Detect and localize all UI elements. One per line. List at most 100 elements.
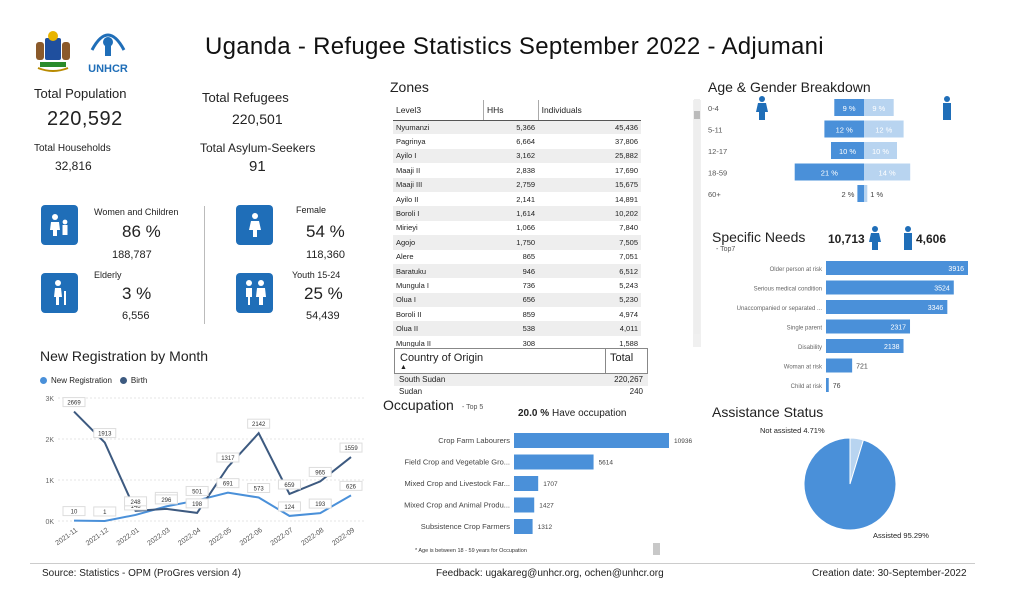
zone-hhs-cell: 656 bbox=[483, 292, 539, 308]
zones-row[interactable]: Mungula I 736 5,243 bbox=[393, 278, 641, 292]
occupation-category-label: Subsistence Crop Farmers bbox=[421, 522, 510, 531]
zones-row[interactable]: Nyumanzi 5,366 45,436 bbox=[393, 120, 641, 135]
occupation-have-pct: 20.0 % bbox=[518, 408, 550, 419]
zones-row[interactable]: Olua I 656 5,230 bbox=[393, 292, 641, 308]
total-refugees-label: Total Refugees bbox=[202, 90, 289, 105]
zones-header-hhs[interactable]: HHs bbox=[482, 100, 539, 121]
legend-birth-label: Birth bbox=[130, 376, 148, 385]
male-age-label: 14 % bbox=[879, 169, 896, 178]
zones-row[interactable]: Maaji II 2,838 17,690 bbox=[393, 163, 641, 177]
country-origin-row[interactable]: South Sudan 220,267 bbox=[394, 374, 648, 386]
women-children-label: Women and Children bbox=[94, 207, 179, 217]
female-figure-icon bbox=[756, 96, 768, 125]
country-origin-header-total[interactable]: Total bbox=[605, 349, 647, 373]
zones-row[interactable]: Mungula II 308 1,588 bbox=[393, 336, 641, 347]
country-origin-row[interactable]: Sudan 240 bbox=[394, 386, 648, 398]
zones-row[interactable]: Mirieyi 1,066 7,840 bbox=[393, 221, 641, 235]
x-tick-label: 2022-03 bbox=[146, 527, 171, 548]
zone-name-cell: Mungula I bbox=[396, 280, 429, 290]
new-registration-data-label: 193 bbox=[315, 502, 326, 508]
zone-name-cell: Alere bbox=[396, 252, 414, 262]
y-tick-label: 0K bbox=[45, 519, 54, 526]
occupation-bar bbox=[514, 497, 535, 513]
occupation-category-label: Crop Farm Labourers bbox=[438, 436, 510, 445]
birth-data-label: 2669 bbox=[67, 401, 81, 407]
data-label-box bbox=[277, 479, 301, 490]
female-age-bar bbox=[834, 99, 864, 116]
occupation-bar bbox=[514, 519, 533, 534]
zone-individuals-cell: 6,512 bbox=[538, 263, 641, 279]
zones-header-level[interactable]: Level3 bbox=[393, 100, 484, 121]
zone-individuals-cell: 1,588 bbox=[619, 338, 638, 347]
occupation-value-label: 1707 bbox=[543, 481, 558, 488]
female-age-bar bbox=[794, 163, 864, 181]
male-age-label: 1 % bbox=[870, 190, 883, 199]
country-total: 240 bbox=[629, 387, 643, 396]
zones-row[interactable]: Ayilo II 2,141 14,891 bbox=[393, 192, 641, 206]
women-children-icon bbox=[41, 205, 78, 245]
data-label-box bbox=[308, 498, 332, 509]
data-label-box bbox=[185, 485, 209, 496]
occupation-scroll-indicator[interactable] bbox=[653, 543, 660, 555]
zone-individuals-cell: 37,806 bbox=[615, 137, 638, 147]
zones-header-individuals[interactable]: Individuals bbox=[537, 100, 641, 121]
age-gender-scrollbar-thumb[interactable] bbox=[694, 111, 700, 119]
demographics-divider bbox=[204, 206, 205, 324]
zones-row[interactable]: Olua II 538 4,011 bbox=[393, 321, 641, 336]
x-tick-label: 2022-06 bbox=[239, 527, 264, 548]
data-label-box bbox=[93, 428, 117, 439]
data-label-box bbox=[339, 480, 363, 491]
zone-name-cell: Olua II bbox=[393, 321, 484, 336]
zone-individuals-cell: 7,505 bbox=[538, 235, 641, 250]
occupation-bar bbox=[514, 433, 669, 448]
not-assisted-label: Not assisted 4.71% bbox=[760, 426, 825, 435]
uganda-coat-of-arms-logo bbox=[30, 28, 76, 74]
birth-data-label: 659 bbox=[284, 483, 295, 489]
country-origin-header-country[interactable]: Country of Origin ▲ bbox=[400, 352, 484, 371]
zone-hhs-cell: 865 bbox=[522, 252, 536, 262]
specific-need-label: Single parent bbox=[787, 326, 823, 332]
female-icon bbox=[236, 205, 273, 245]
elderly-label: Elderly bbox=[94, 270, 122, 280]
y-tick-label: 1K bbox=[45, 478, 54, 485]
asylum-seekers-label: Total Asylum-Seekers bbox=[200, 141, 316, 155]
zones-row[interactable]: Pagrinya 6,664 37,806 bbox=[393, 134, 641, 148]
zones-row[interactable]: Boroli II 859 4,974 bbox=[393, 307, 641, 321]
zones-row[interactable]: Baratuku 946 6,512 bbox=[393, 263, 641, 279]
specific-need-bar bbox=[826, 378, 829, 392]
total-households-label: Total Households bbox=[34, 143, 111, 154]
youth-pct: 25 % bbox=[304, 284, 343, 303]
specific-need-bar bbox=[826, 280, 954, 295]
occupation-note: * Age is between 18 - 59 years for Occup… bbox=[415, 548, 527, 554]
data-label-box bbox=[308, 466, 332, 477]
zone-hhs-cell: 1,750 bbox=[483, 235, 539, 250]
assisted-slice bbox=[803, 437, 897, 531]
age-gender-scrollbar[interactable] bbox=[694, 99, 700, 334]
zone-individuals-cell: 5,243 bbox=[619, 280, 638, 290]
zones-row[interactable]: Ayilo I 3,162 25,882 bbox=[393, 148, 641, 164]
zone-name-cell: Baratuku bbox=[393, 263, 484, 279]
specific-needs-female-icon bbox=[869, 226, 881, 255]
zone-individuals-cell: 17,690 bbox=[615, 165, 638, 175]
specific-need-label: Child at risk bbox=[791, 384, 823, 390]
unhcr-logo: UNHCR bbox=[84, 26, 132, 76]
zones-row[interactable]: Boroli I 1,614 10,202 bbox=[393, 206, 641, 221]
male-age-label: 9 % bbox=[872, 104, 885, 113]
country-origin-header: Country of Origin ▲ Total bbox=[394, 348, 648, 374]
specific-needs-female-count: 10,713 bbox=[828, 232, 865, 246]
legend-birth-dot bbox=[119, 377, 127, 384]
zones-row[interactable]: Agojo 1,750 7,505 bbox=[393, 235, 641, 250]
zones-row[interactable]: Alere 865 7,051 bbox=[393, 250, 641, 264]
zone-hhs-cell: 3,162 bbox=[483, 148, 539, 164]
x-tick-label: 2022-01 bbox=[116, 527, 141, 548]
new-registration-line bbox=[73, 491, 352, 522]
youth-label: Youth 15-24 bbox=[292, 270, 341, 280]
occupation-category-label: Field Crop and Vegetable Gro... bbox=[405, 458, 510, 467]
registration-title: New Registration by Month bbox=[40, 348, 209, 364]
women-children-pct: 86 % bbox=[122, 222, 161, 241]
zone-hhs-cell: 1,066 bbox=[516, 223, 536, 233]
zones-row[interactable]: Maaji III 2,759 15,675 bbox=[393, 177, 641, 192]
birth-data-label: 248 bbox=[131, 500, 142, 506]
zone-name-cell: Olua I bbox=[393, 292, 484, 308]
